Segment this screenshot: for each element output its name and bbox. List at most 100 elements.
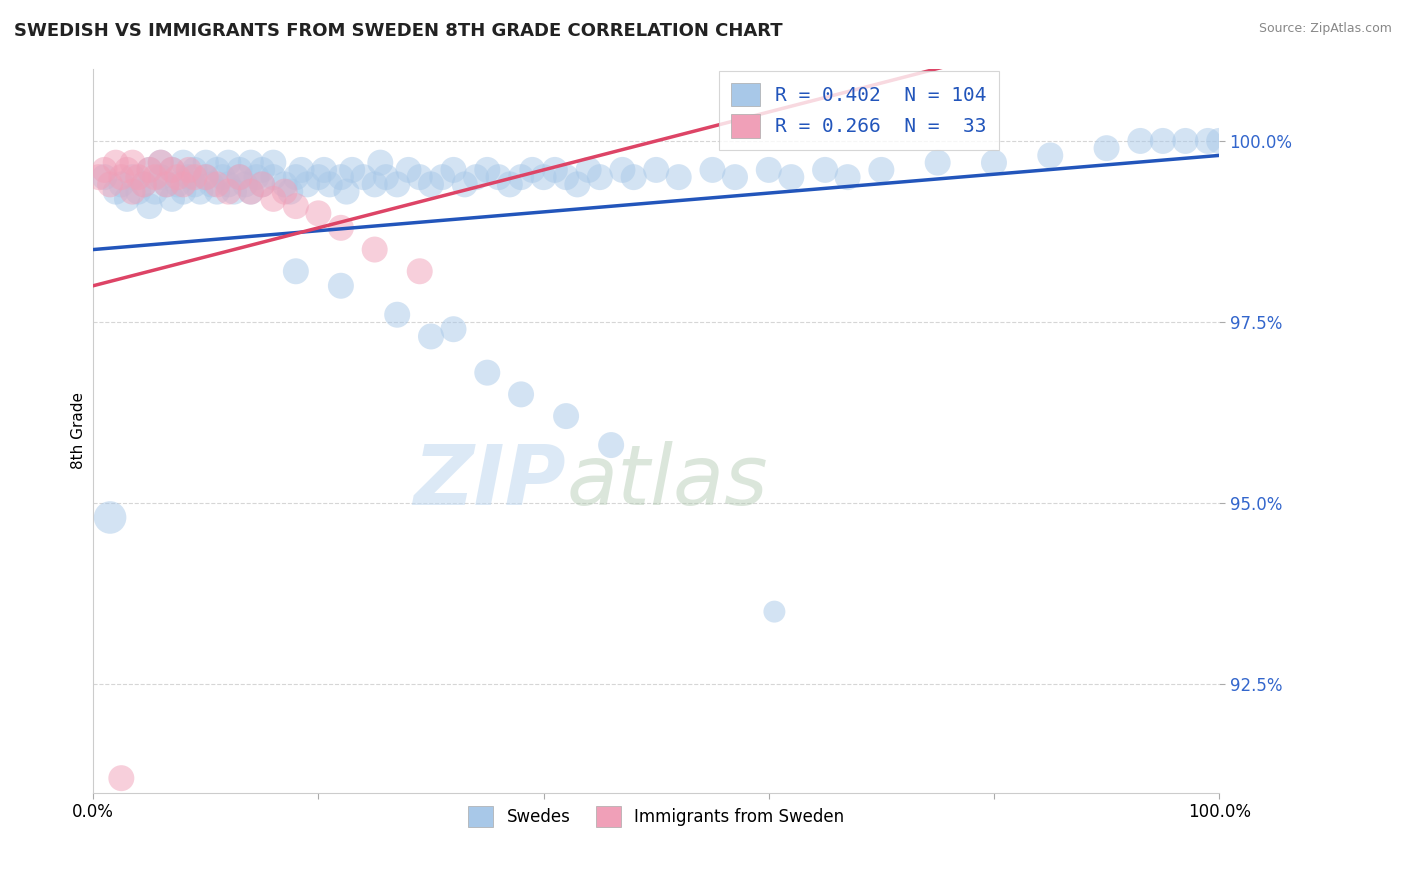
Point (110, 170, 132, 185)
Point (239, 185, 262, 199)
Point (307, 206, 329, 220)
Point (233, 178, 256, 192)
Point (149, 170, 172, 185)
Point (668, 170, 690, 185)
Point (121, 155, 143, 169)
Point (284, 264, 307, 278)
Point (121, 170, 143, 185)
Point (398, 162, 420, 177)
Point (387, 178, 409, 192)
Point (149, 155, 172, 169)
Point (724, 170, 747, 185)
Point (115, 192, 138, 206)
Point (443, 322, 465, 336)
Point (1129, 134, 1152, 148)
Point (183, 162, 205, 177)
Point (555, 170, 578, 185)
Point (983, 155, 1005, 169)
Point (160, 162, 183, 177)
Point (155, 178, 177, 192)
Point (217, 178, 239, 192)
Point (284, 199, 307, 213)
Point (510, 387, 533, 401)
Point (284, 170, 307, 185)
Point (115, 162, 138, 177)
Point (420, 329, 443, 343)
Point (329, 170, 352, 185)
Point (567, 178, 589, 192)
Point (488, 170, 510, 185)
Point (499, 178, 522, 192)
Text: SWEDISH VS IMMIGRANTS FROM SWEDEN 8TH GRADE CORRELATION CHART: SWEDISH VS IMMIGRANTS FROM SWEDEN 8TH GR… (14, 22, 783, 40)
Point (763, 605, 786, 619)
Point (312, 162, 335, 177)
Point (217, 155, 239, 169)
Point (837, 170, 859, 185)
Point (172, 185, 194, 199)
Point (1197, 134, 1219, 148)
Point (250, 178, 273, 192)
Point (245, 170, 267, 185)
Point (183, 178, 205, 192)
Point (143, 170, 166, 185)
Point (98, 178, 121, 192)
Point (278, 185, 301, 199)
Point (702, 162, 724, 177)
Point (194, 170, 217, 185)
Point (239, 155, 262, 169)
Point (121, 185, 143, 199)
Point (454, 178, 477, 192)
Point (183, 170, 205, 185)
Point (110, 771, 132, 785)
Point (166, 178, 188, 192)
Point (589, 170, 612, 185)
Point (250, 178, 273, 192)
Point (110, 178, 132, 192)
Point (228, 170, 250, 185)
Point (420, 178, 443, 192)
Point (205, 178, 228, 192)
Point (290, 162, 312, 177)
Point (1152, 134, 1174, 148)
Point (465, 170, 488, 185)
Point (329, 278, 352, 293)
Point (194, 155, 217, 169)
Point (149, 155, 172, 169)
Point (250, 162, 273, 177)
Point (600, 438, 623, 452)
Point (205, 162, 228, 177)
Point (228, 162, 250, 177)
Point (814, 162, 837, 177)
Point (222, 185, 245, 199)
Point (612, 162, 634, 177)
Point (335, 185, 357, 199)
Point (273, 185, 295, 199)
Point (138, 162, 160, 177)
Point (870, 162, 893, 177)
Point (262, 155, 284, 169)
Point (443, 162, 465, 177)
Point (160, 162, 183, 177)
Point (432, 170, 454, 185)
Point (1095, 141, 1118, 155)
Point (522, 162, 544, 177)
Point (307, 170, 329, 185)
Point (273, 178, 295, 192)
Point (93, 162, 115, 177)
Point (352, 170, 374, 185)
Point (138, 199, 160, 213)
Y-axis label: 8th Grade: 8th Grade (72, 392, 86, 469)
Point (177, 170, 200, 185)
Point (477, 162, 499, 177)
Point (98, 510, 121, 524)
Point (318, 178, 340, 192)
Point (155, 178, 177, 192)
Point (544, 162, 567, 177)
Point (172, 155, 194, 169)
Point (374, 170, 396, 185)
Point (205, 185, 228, 199)
Point (262, 192, 284, 206)
Point (387, 308, 409, 322)
Point (578, 162, 600, 177)
Point (239, 185, 262, 199)
